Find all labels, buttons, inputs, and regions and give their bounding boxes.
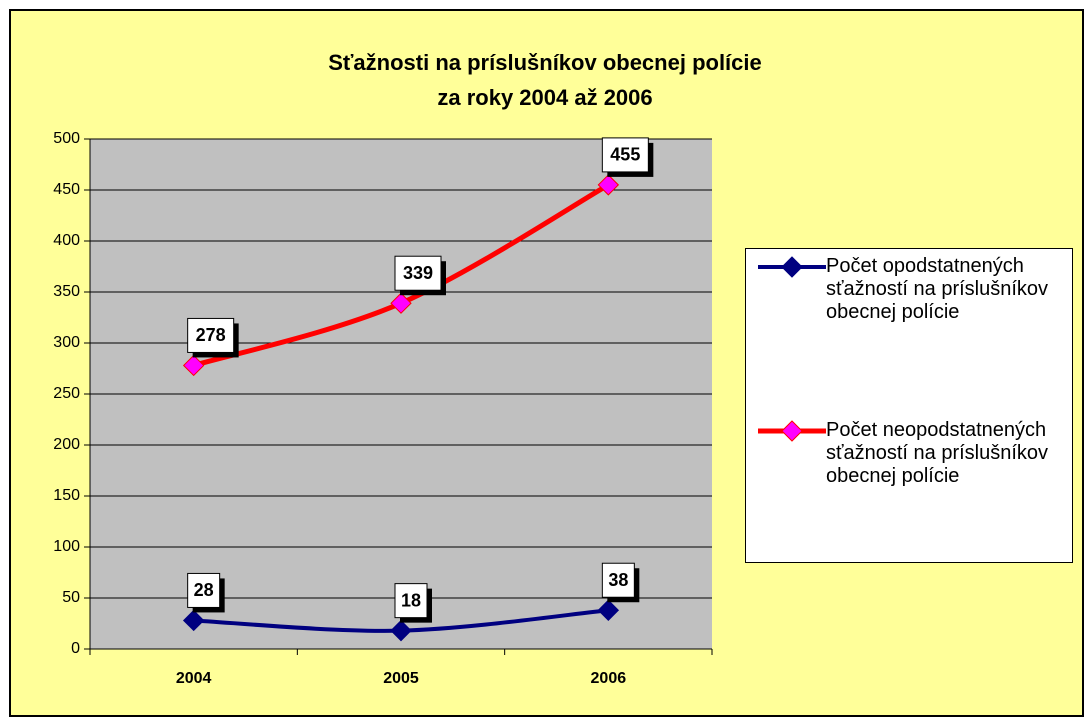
data-label: 278 [196, 325, 226, 345]
y-tick-label: 500 [53, 130, 80, 147]
marker [597, 174, 620, 196]
data-label-box [394, 255, 442, 291]
y-tick-label: 100 [53, 538, 80, 555]
chart-title: Sťažnosti na príslušníkov obecnej políci… [328, 50, 762, 75]
legend: Počet opodstatnených sťažností na príslu… [745, 248, 1073, 563]
data-label: 339 [403, 263, 433, 283]
data-label-box [394, 583, 428, 619]
y-tick-label: 50 [62, 589, 80, 606]
y-tick-label: 200 [53, 436, 80, 453]
y-tick-label: 350 [53, 283, 80, 300]
marker [390, 292, 412, 314]
data-label-box [187, 317, 235, 353]
legend-label: Počet opodstatnených sťažností na príslu… [826, 255, 1049, 323]
marker [390, 619, 412, 642]
y-tick-label: 0 [71, 640, 80, 657]
series-layer: 28 18 38 278 339 455 [182, 137, 654, 642]
legend-label: Počet neopodstatnených sťažností na prís… [826, 419, 1049, 487]
marker [597, 599, 620, 621]
y-tick-label: 300 [53, 334, 80, 351]
data-label-box [601, 137, 649, 173]
y-tick-label: 400 [53, 232, 80, 249]
legend-marker [781, 420, 803, 442]
data-label-box [601, 562, 635, 598]
data-label: 28 [194, 580, 214, 600]
legend-marker [781, 256, 803, 278]
y-tick-label: 150 [53, 487, 80, 504]
data-label: 455 [610, 145, 640, 165]
marker [182, 354, 205, 377]
data-label: 18 [401, 590, 421, 610]
x-tick-label: 2006 [591, 670, 627, 687]
legend-key [758, 256, 826, 278]
chart-title: za roky 2004 až 2006 [437, 85, 652, 110]
x-tick-label: 2005 [383, 670, 419, 687]
y-tick-label: 450 [53, 181, 80, 198]
x-tick-label: 2004 [176, 670, 212, 687]
marker [182, 609, 205, 632]
legend-key [758, 420, 826, 442]
data-label: 38 [608, 570, 628, 590]
y-tick-label: 250 [53, 385, 80, 402]
data-label-box [187, 572, 221, 608]
